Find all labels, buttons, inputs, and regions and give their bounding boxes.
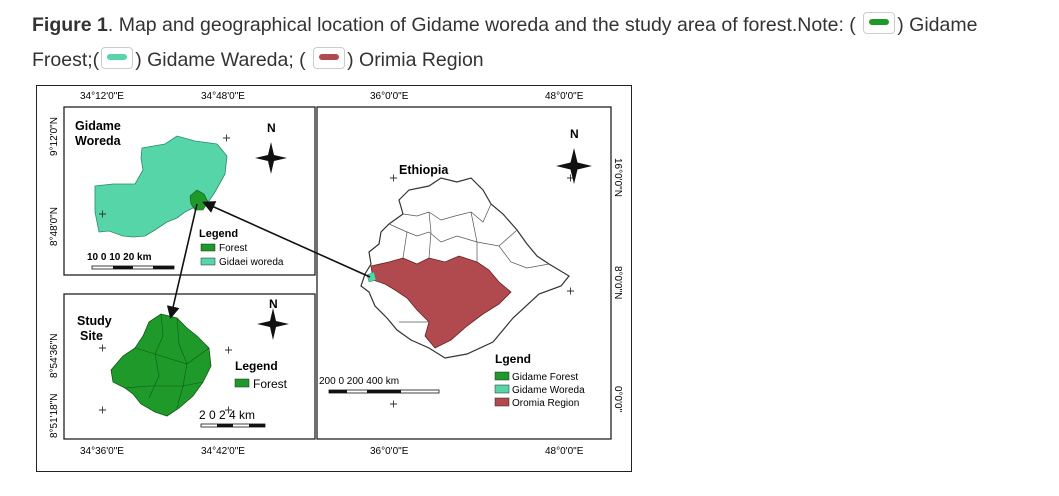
woreda-top-tick-1: 34°12'0"E — [80, 91, 124, 102]
study-legend-forest: Forest — [253, 377, 288, 391]
ethiopia-legend-forest: Gidame Forest — [512, 372, 578, 383]
map-canvas: 34°12'0"E 34°48'0"E 9°12'0"N 8°48'0"N Gi… — [49, 91, 623, 457]
ethiopia-right-tick-1: 16°0'0"N — [612, 158, 623, 197]
caption-text-3: ) Gidame Wareda; ( — [135, 49, 306, 71]
caption-text-2: ) Gidame Froest;( — [32, 14, 978, 71]
woreda-side-tick-2: 8°48'0"N — [49, 207, 60, 246]
study-bottom-tick-1: 34°36'0"E — [80, 446, 124, 457]
connector-woreda-to-study-arrow — [166, 203, 198, 320]
oromia-region — [370, 255, 512, 349]
ethiopia-internal-boundaries — [388, 203, 550, 323]
woreda-legend-forest-swatch — [200, 243, 216, 252]
woreda-title-2: Woreda — [75, 134, 122, 148]
woreda-legend-woreda: Gidaei woreda — [219, 257, 284, 268]
ethiopia-legend-oromia: Oromia Region — [512, 398, 579, 409]
woreda-swatch-icon — [101, 47, 134, 69]
ethiopia-gidame-woreda-spot — [366, 271, 377, 283]
ethiopia-legend-woreda: Gidame Woreda — [512, 385, 585, 396]
study-title-2: Site — [80, 329, 103, 343]
ethiopia-country-label: Ethiopia — [399, 163, 449, 177]
woreda-title-1: Gidame — [75, 119, 121, 133]
figure-caption: Figure 1. Map and geographical location … — [32, 8, 1042, 78]
woreda-legend-title: Legend — [199, 228, 238, 240]
ethiopia-scale-label: 200 0 200 400 km — [319, 376, 399, 387]
forest-swatch-icon — [863, 12, 896, 34]
ethiopia-panel: 36°0'0"E 48°0'0"E 36°0'0"E 48°0'0"E 16°0… — [316, 91, 623, 457]
study-forest-shape — [110, 313, 212, 417]
woreda-legend-forest: Forest — [219, 243, 248, 254]
connector-ethiopia-to-woreda-arrow — [202, 201, 371, 278]
figure-label: Figure 1 — [32, 14, 108, 36]
woreda-grid-crosses — [99, 134, 230, 218]
study-title-1: Study — [77, 314, 112, 328]
woreda-top-tick-2: 34°48'0"E — [201, 91, 245, 102]
ethiopia-north-arrow-icon — [556, 148, 592, 184]
study-grid-crosses — [99, 344, 232, 414]
study-scale-bar — [200, 423, 266, 428]
ethiopia-scale-bar — [328, 389, 440, 394]
map-figure: 34°12'0"E 34°48'0"E 9°12'0"N 8°48'0"N Gi… — [36, 85, 632, 472]
caption-text-1: . Map and geographical location of Gidam… — [107, 14, 856, 36]
woreda-scale-label: 10 0 10 20 km — [87, 252, 152, 263]
study-panel: 34°36'0"E 34°42'0"E 8°54'36"N 8°51'18"N … — [49, 293, 316, 457]
woreda-legend-woreda-swatch — [200, 257, 216, 266]
study-scale-label: 2 0 2 4 km — [199, 408, 255, 422]
ethiopia-legend-forest-swatch — [494, 371, 510, 381]
ethiopia-north-label: N — [570, 127, 579, 141]
study-legend-title: Legend — [235, 359, 278, 373]
study-bottom-tick-2: 34°42'0"E — [201, 446, 245, 457]
study-forest-subdivisions — [124, 313, 210, 409]
study-side-tick-2: 8°51'18"N — [49, 394, 60, 439]
ethiopia-right-tick-2: 8°0'0"N — [612, 266, 623, 299]
caption-text-4: ) Orimia Region — [347, 49, 484, 71]
ethiopia-legend-title: Lgend — [495, 352, 531, 366]
study-legend-forest-swatch — [234, 378, 250, 388]
woreda-scale-bar — [91, 265, 175, 270]
ethiopia-bottom-tick-2: 48°0'0"E — [545, 446, 584, 457]
gidame-woreda-shape — [94, 135, 228, 238]
study-side-tick-1: 8°54'36"N — [49, 334, 60, 379]
ethiopia-bottom-tick-1: 36°0'0"E — [370, 446, 409, 457]
ethiopia-top-tick-2: 48°0'0"E — [545, 91, 584, 102]
woreda-panel: 34°12'0"E 34°48'0"E 9°12'0"N 8°48'0"N Gi… — [49, 91, 316, 276]
ethiopia-legend-woreda-swatch — [494, 384, 510, 394]
ethiopia-top-tick-1: 36°0'0"E — [370, 91, 409, 102]
ethiopia-legend-oromia-swatch — [494, 397, 510, 407]
study-north-arrow-icon — [257, 308, 289, 340]
ethiopia-right-tick-3: 0°0'0" — [612, 386, 623, 413]
oromia-swatch-icon — [313, 47, 346, 69]
woreda-north-arrow-icon — [255, 142, 287, 174]
study-north-label: N — [269, 297, 278, 311]
woreda-side-tick-1: 9°12'0"N — [49, 117, 60, 156]
woreda-north-label: N — [267, 121, 276, 135]
